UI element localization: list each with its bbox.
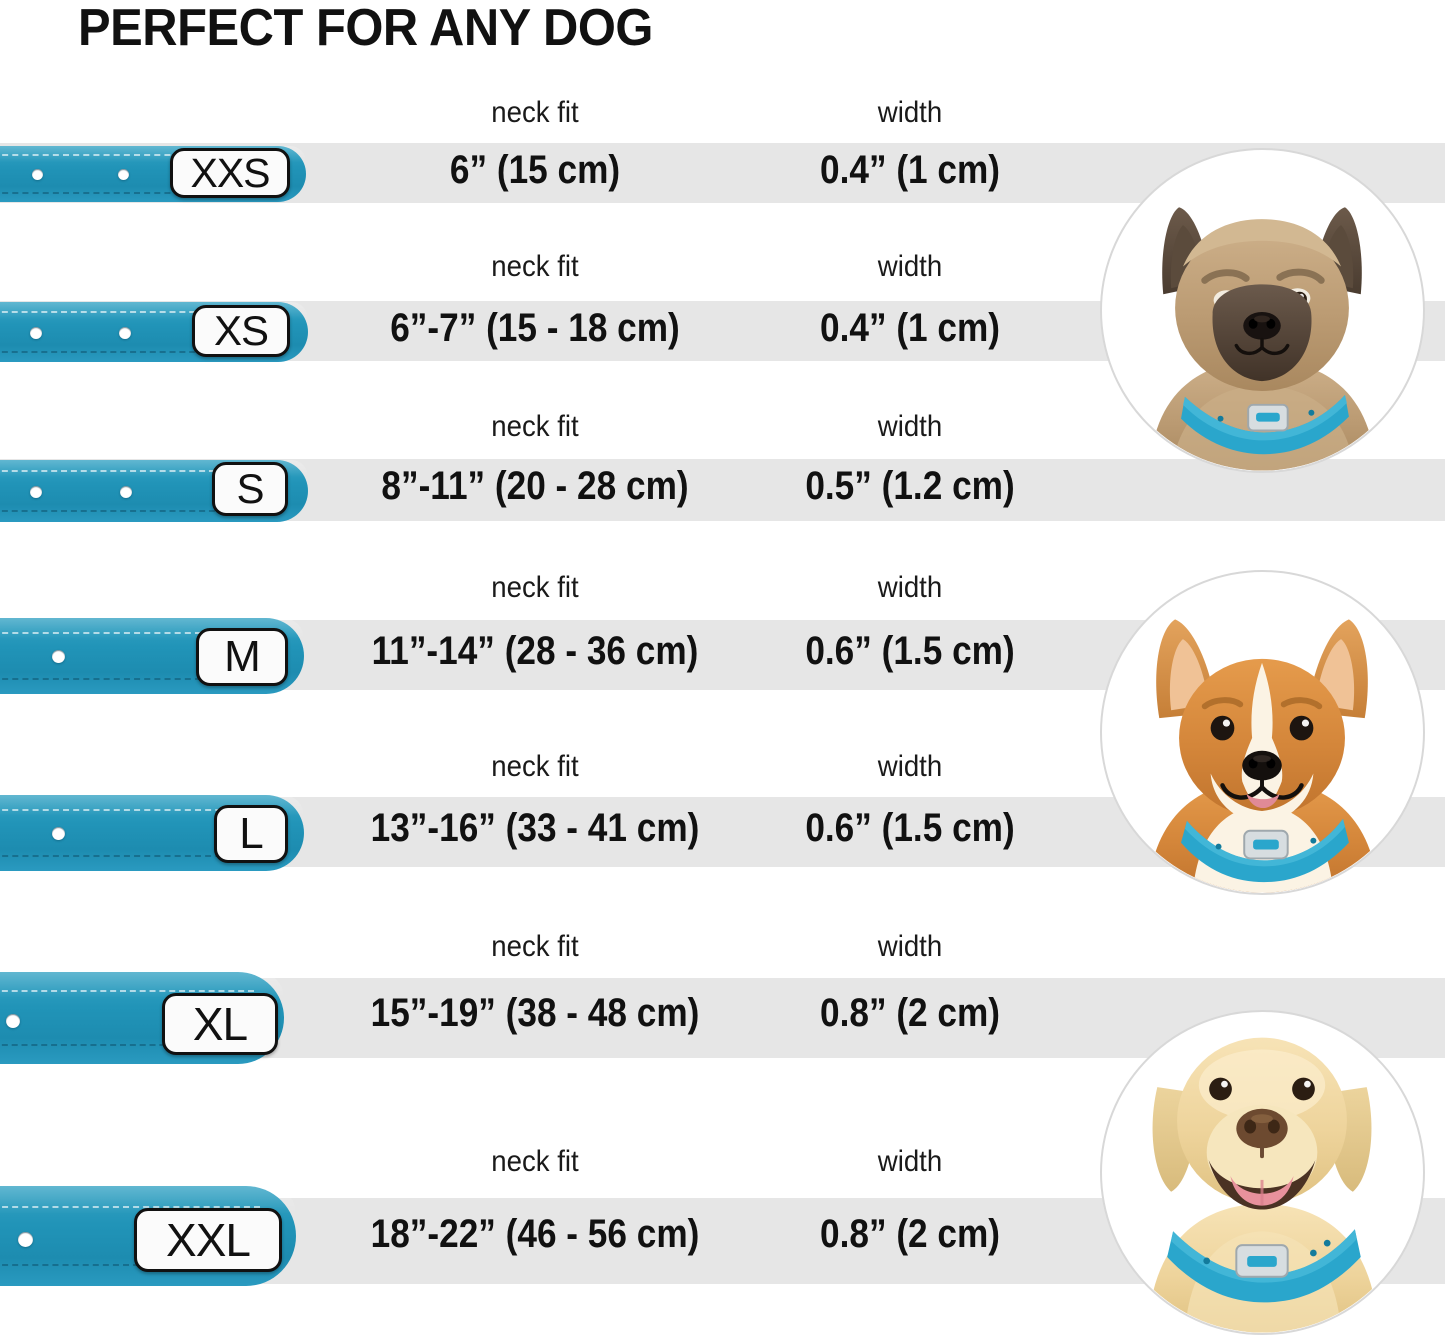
size-badge-xxl: XXL [134, 1208, 282, 1272]
column-header-width: width [877, 571, 943, 604]
size-badge-l: L [214, 805, 288, 863]
column-header-width: width [877, 96, 943, 129]
column-header-neck-fit: neck fit [491, 410, 579, 443]
column-header-neck-fit: neck fit [491, 250, 579, 283]
column-header-neck-fit: neck fit [491, 750, 579, 783]
column-header-width: width [877, 1145, 943, 1178]
page-title: PERFECT FOR ANY DOG [78, 0, 653, 57]
value-neck-xl: 15”-19” (38 - 48 cm) [370, 991, 700, 1035]
value-neck-l: 13”-16” (33 - 41 cm) [370, 806, 700, 850]
corgi-photo [1100, 570, 1425, 895]
value-width-xxl: 0.8” (2 cm) [820, 1212, 1000, 1256]
cairn-terrier-illustration [1102, 150, 1423, 471]
column-header-width: width [877, 250, 943, 283]
value-neck-xs: 6”-7” (15 - 18 cm) [390, 306, 680, 350]
value-width-s: 0.5” (1.2 cm) [805, 464, 1015, 508]
rivet-hole [30, 486, 42, 498]
column-header-width: width [877, 410, 943, 443]
value-neck-s: 8”-11” (20 - 28 cm) [381, 464, 689, 508]
rivet-hole [120, 486, 132, 498]
rivet-hole [52, 650, 65, 663]
value-width-m: 0.6” (1.5 cm) [805, 629, 1015, 673]
rivet-hole [6, 1014, 20, 1028]
column-header-width: width [877, 930, 943, 963]
column-header-neck-fit: neck fit [491, 96, 579, 129]
size-badge-m: M [196, 628, 288, 686]
rivet-hole [30, 327, 42, 339]
size-badge-xl: XL [162, 993, 278, 1055]
cairn-terrier-photo [1100, 148, 1425, 473]
rivet-hole [119, 327, 131, 339]
rivet-hole [32, 169, 43, 180]
value-width-xxs: 0.4” (1 cm) [820, 148, 1000, 192]
column-header-neck-fit: neck fit [491, 930, 579, 963]
value-neck-m: 11”-14” (28 - 36 cm) [371, 629, 699, 673]
rivet-hole [52, 827, 65, 840]
rivet-hole [118, 169, 129, 180]
labrador-illustration [1102, 1012, 1423, 1333]
value-neck-xxl: 18”-22” (46 - 56 cm) [370, 1212, 700, 1256]
column-header-neck-fit: neck fit [491, 1145, 579, 1178]
size-badge-xxs: XXS [170, 148, 290, 198]
column-header-width: width [877, 750, 943, 783]
size-badge-xs: XS [192, 305, 290, 357]
stitch-line-top [0, 990, 254, 992]
column-header-neck-fit: neck fit [491, 571, 579, 604]
rivet-hole [18, 1232, 33, 1247]
value-width-l: 0.6” (1.5 cm) [805, 806, 1015, 850]
corgi-illustration [1102, 572, 1423, 893]
size-badge-s: S [212, 462, 288, 516]
value-width-xs: 0.4” (1 cm) [820, 306, 1000, 350]
value-neck-xxs: 6” (15 cm) [449, 148, 621, 192]
labrador-photo [1100, 1010, 1425, 1335]
value-width-xl: 0.8” (2 cm) [820, 991, 1000, 1035]
